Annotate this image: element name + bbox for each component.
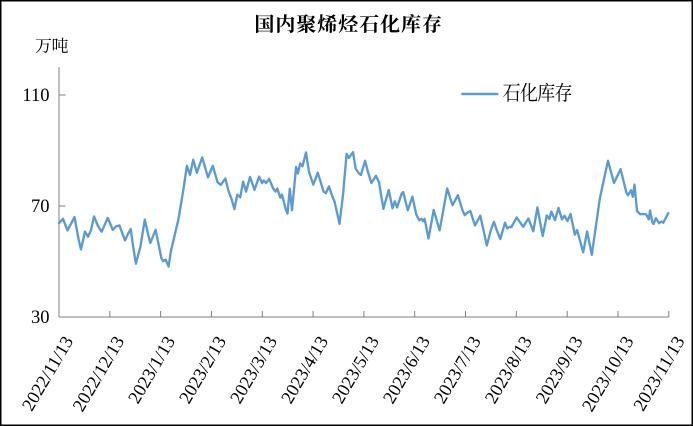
- svg-text:30: 30: [31, 308, 50, 328]
- svg-text:70: 70: [31, 197, 50, 217]
- svg-text:110: 110: [22, 86, 49, 106]
